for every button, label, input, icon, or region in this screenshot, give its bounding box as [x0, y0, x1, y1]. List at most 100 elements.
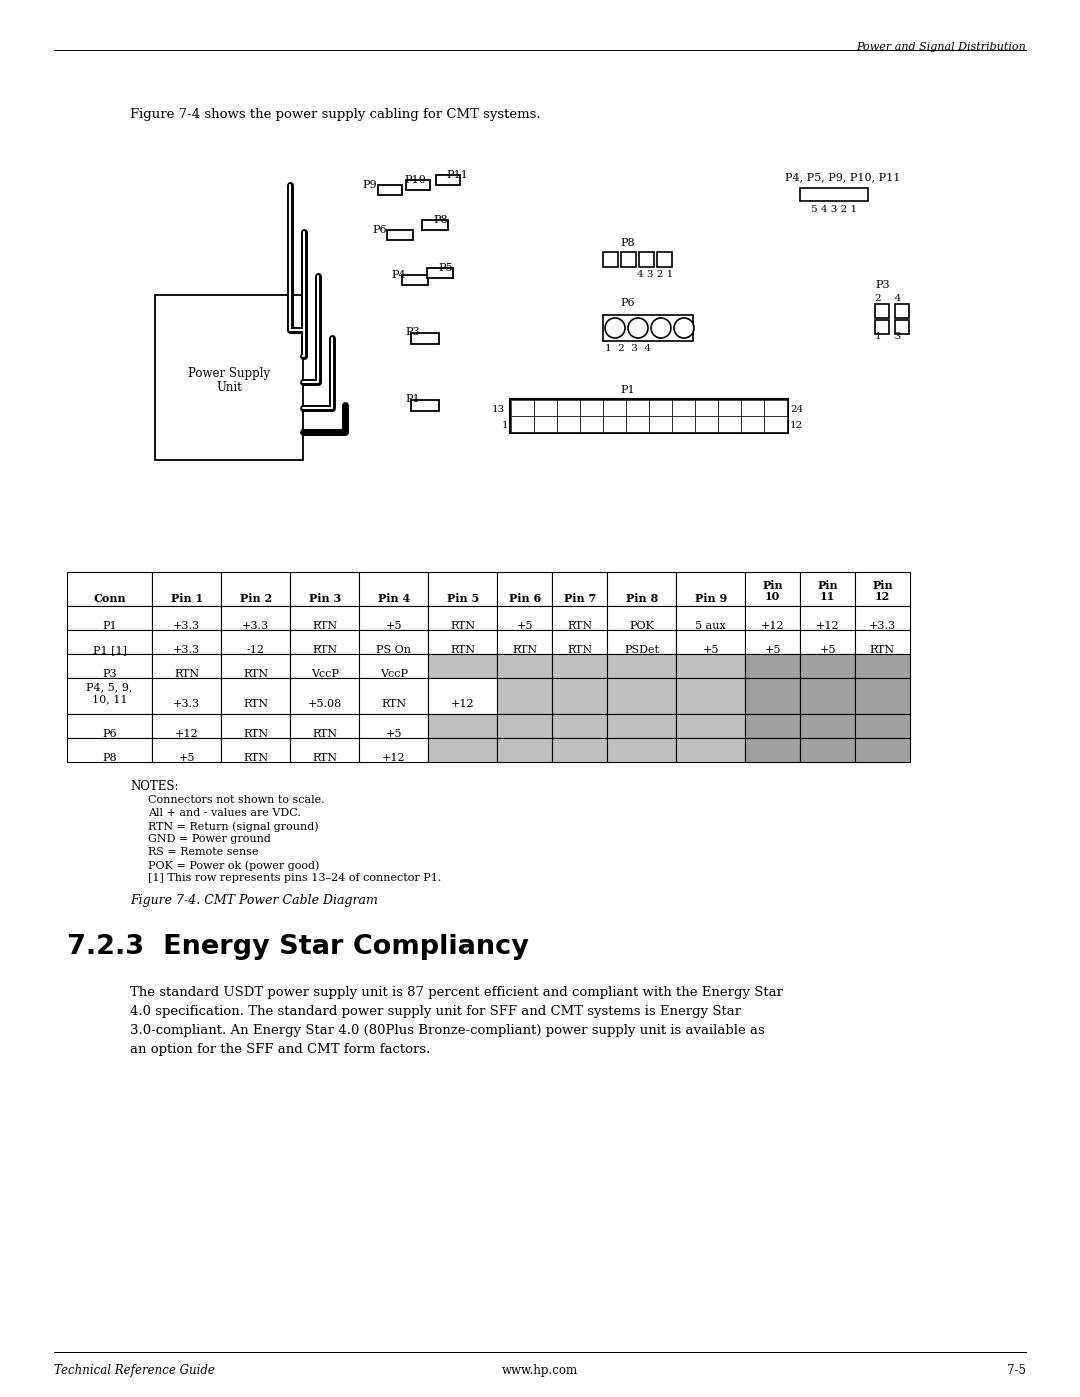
Text: Pin: Pin	[873, 580, 893, 591]
Text: 5 4 3 2 1: 5 4 3 2 1	[811, 205, 858, 214]
Text: 12: 12	[875, 591, 890, 602]
Bar	[360, 630, 429, 654]
Bar	[427, 268, 453, 278]
Text: 7-5: 7-5	[1007, 1363, 1026, 1377]
Bar	[498, 630, 552, 654]
Bar	[676, 738, 745, 761]
Text: RTN: RTN	[312, 622, 337, 631]
Bar	[360, 678, 429, 714]
Text: +5.08: +5.08	[308, 698, 342, 710]
Text: P1: P1	[620, 386, 635, 395]
Text: -12: -12	[246, 645, 265, 655]
Bar	[800, 678, 855, 714]
Text: RTN: RTN	[512, 645, 538, 655]
Bar	[429, 654, 498, 678]
Bar	[552, 571, 607, 606]
Bar	[291, 714, 360, 738]
Text: +12: +12	[451, 698, 475, 710]
Bar	[745, 714, 800, 738]
Bar	[360, 606, 429, 630]
Text: 1    3: 1 3	[875, 332, 901, 341]
Bar	[221, 654, 291, 678]
Bar	[552, 654, 607, 678]
Bar	[552, 714, 607, 738]
Text: Conn: Conn	[93, 592, 126, 604]
Text: RTN: RTN	[243, 669, 268, 679]
Text: P1: P1	[405, 394, 420, 404]
Text: POK: POK	[630, 622, 654, 631]
Bar	[552, 678, 607, 714]
Bar	[607, 630, 676, 654]
Bar	[895, 305, 909, 319]
Text: 4.0 specification. The standard power supply unit for SFF and CMT systems is Ene: 4.0 specification. The standard power su…	[130, 1004, 741, 1018]
Text: P4, 5, 9,: P4, 5, 9,	[86, 682, 133, 692]
Bar	[657, 251, 672, 267]
Bar	[429, 738, 498, 761]
Text: +5: +5	[386, 729, 402, 739]
Text: RTN: RTN	[869, 645, 895, 655]
Bar	[676, 714, 745, 738]
Bar	[221, 678, 291, 714]
Text: 2    4: 2 4	[875, 293, 901, 303]
Text: RTN: RTN	[243, 753, 268, 763]
Text: 1: 1	[502, 420, 509, 430]
Bar	[152, 606, 221, 630]
Circle shape	[605, 319, 625, 338]
Text: +3.3: +3.3	[869, 622, 896, 631]
Text: 10: 10	[765, 591, 781, 602]
Text: P3: P3	[405, 327, 420, 337]
Bar	[378, 184, 402, 196]
Text: +3.3: +3.3	[173, 622, 200, 631]
Bar	[534, 400, 556, 415]
Bar	[764, 400, 786, 415]
Text: Power and Signal Distribution: Power and Signal Distribution	[856, 42, 1026, 52]
Text: 5 aux: 5 aux	[696, 622, 726, 631]
Bar	[291, 630, 360, 654]
Bar	[800, 606, 855, 630]
Text: P11: P11	[446, 170, 468, 180]
Bar	[67, 654, 152, 678]
Bar	[875, 305, 889, 319]
Bar	[67, 606, 152, 630]
Text: VccP: VccP	[311, 669, 339, 679]
Bar	[676, 606, 745, 630]
Bar	[745, 738, 800, 761]
Text: P3: P3	[103, 669, 117, 679]
Bar	[156, 295, 303, 460]
Text: 24: 24	[789, 405, 804, 414]
Bar	[718, 400, 741, 415]
Text: RTN: RTN	[312, 645, 337, 655]
Text: RTN: RTN	[450, 622, 475, 631]
Bar	[603, 314, 693, 341]
Text: P1 [1]: P1 [1]	[93, 645, 126, 655]
Circle shape	[651, 319, 671, 338]
Bar	[580, 400, 603, 415]
Text: PSDet: PSDet	[624, 645, 659, 655]
Bar	[696, 400, 717, 415]
Bar	[411, 332, 438, 344]
Text: VccP: VccP	[380, 669, 408, 679]
Bar	[745, 654, 800, 678]
Bar	[498, 606, 552, 630]
Text: 7.2.3  Energy Star Compliancy: 7.2.3 Energy Star Compliancy	[67, 935, 529, 960]
Text: P8: P8	[620, 237, 635, 249]
Text: Figure 7-4. CMT Power Cable Diagram: Figure 7-4. CMT Power Cable Diagram	[130, 894, 378, 907]
Text: RTN: RTN	[243, 698, 268, 710]
Text: +5: +5	[516, 622, 534, 631]
Bar	[603, 400, 625, 415]
Bar	[387, 231, 413, 240]
Bar	[67, 714, 152, 738]
Text: GND = Power ground: GND = Power ground	[148, 834, 271, 844]
Bar	[745, 630, 800, 654]
Text: 3.0-compliant. An Energy Star 4.0 (80Plus Bronze-compliant) power supply unit is: 3.0-compliant. An Energy Star 4.0 (80Plu…	[130, 1024, 765, 1037]
Text: P6: P6	[103, 729, 117, 739]
Text: PS On: PS On	[376, 645, 411, 655]
Bar	[607, 571, 676, 606]
Bar	[649, 400, 672, 415]
Text: RTN: RTN	[174, 669, 199, 679]
Text: Pin 7: Pin 7	[564, 592, 596, 604]
Text: Pin 8: Pin 8	[625, 592, 658, 604]
Text: 12: 12	[789, 420, 804, 430]
Bar	[639, 251, 654, 267]
Bar	[152, 714, 221, 738]
